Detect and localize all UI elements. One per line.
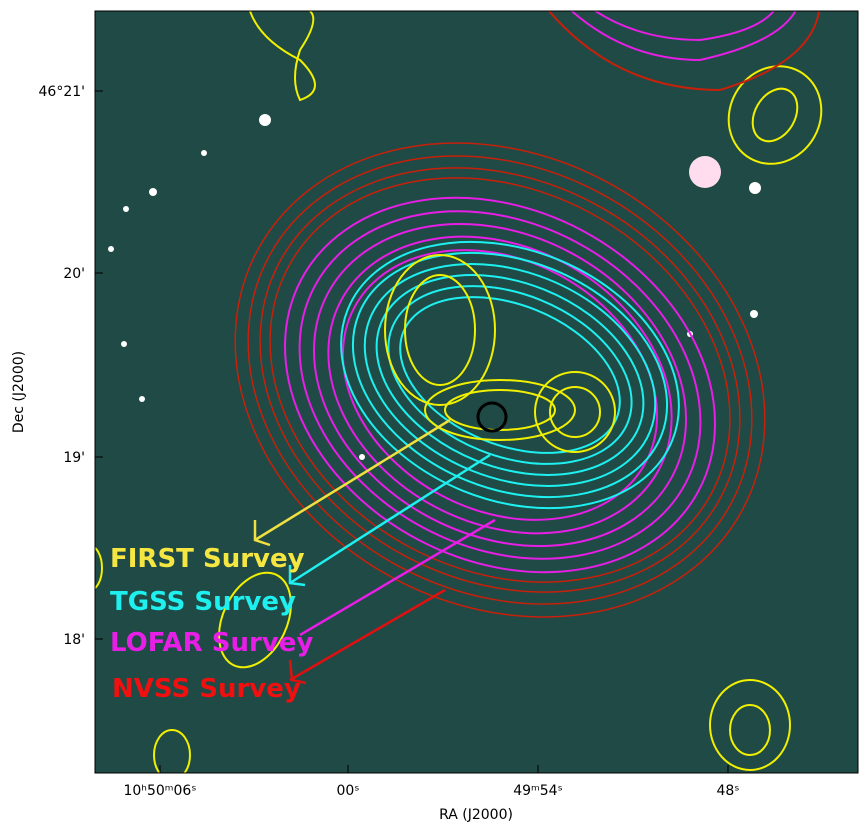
y-axis-label: Dec (J2000)	[11, 351, 27, 433]
legend: FIRST Survey TGSS Survey LOFAR Survey NV…	[110, 544, 313, 704]
x-tick-label: 00ˢ	[336, 783, 359, 799]
legend-label: NVSS Survey	[112, 674, 301, 704]
x-tick-label: 49ᵐ54ˢ	[513, 783, 563, 799]
legend-label: FIRST Survey	[110, 544, 305, 574]
arrows	[253, 418, 496, 685]
legend-label: TGSS Survey	[110, 587, 296, 617]
tgss-contours	[340, 240, 680, 510]
legend-label: LOFAR Survey	[110, 628, 313, 658]
y-tick-label: 20'	[63, 266, 85, 282]
lofar-core	[547, 11, 821, 92]
stars	[108, 114, 761, 460]
first-contours	[95, 11, 823, 773]
source-marker	[476, 401, 508, 433]
x-tick-label: 10ʰ50ᵐ06ˢ	[123, 783, 196, 799]
y-tick-label: 19'	[63, 450, 85, 466]
x-ticks: 10ʰ50ᵐ06ˢ 00ˢ 49ᵐ54ˢ 48ˢ	[123, 783, 739, 799]
x-axis-label: RA (J2000)	[439, 807, 513, 823]
y-tick-label: 46°21'	[39, 84, 85, 100]
sky-image	[95, 11, 858, 773]
y-ticks: 46°21' 20' 19' 18'	[39, 84, 85, 648]
ticks	[95, 90, 729, 773]
axes-frame	[94, 10, 859, 774]
lofar-contours	[284, 196, 716, 574]
y-tick-label: 18'	[63, 632, 85, 648]
x-tick-label: 48ˢ	[716, 783, 739, 799]
